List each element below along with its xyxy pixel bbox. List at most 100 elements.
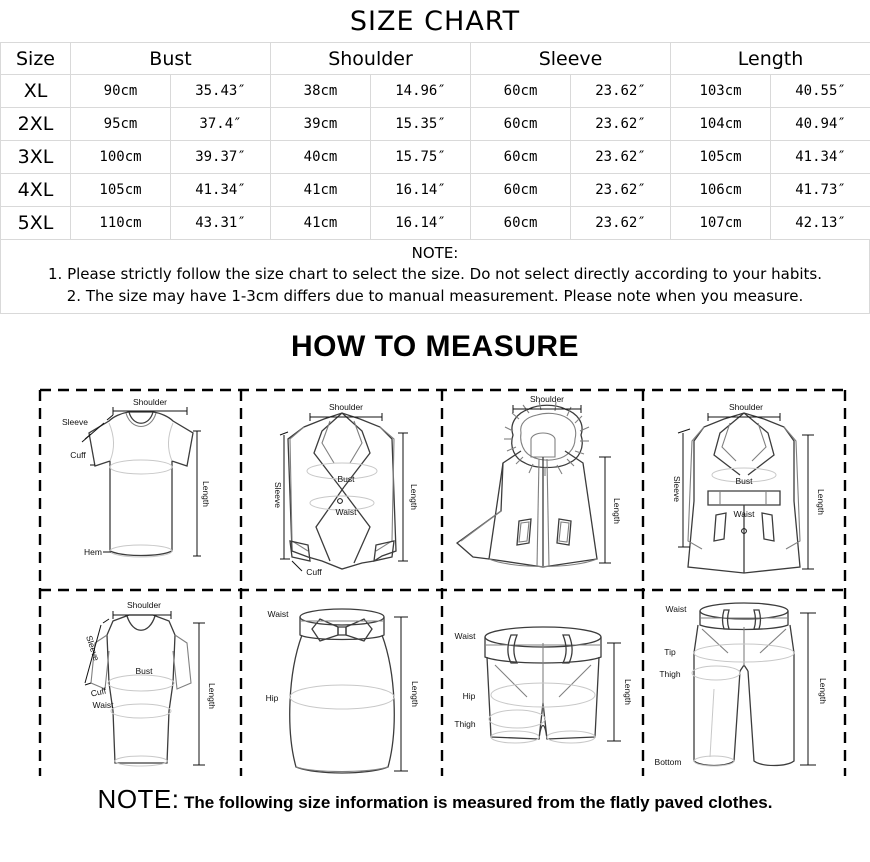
- label-cuff: Cuff: [70, 450, 86, 460]
- label-thigh: Thigh: [454, 719, 476, 729]
- table-header-row: Size Bust Shoulder Sleeve Length: [0, 42, 870, 75]
- bottom-note-label: NOTE:: [97, 784, 180, 814]
- cell-sleeve-cm: 60cm: [470, 107, 572, 141]
- label-sleeve: Sleeve: [672, 476, 682, 502]
- label-hip: Hip: [463, 691, 476, 701]
- note-line-1: 1. Please strictly follow the size chart…: [48, 265, 822, 283]
- cell-bust-cm: 105cm: [70, 173, 171, 207]
- header-size: Size: [0, 42, 71, 75]
- header-length: Length: [670, 42, 870, 75]
- label-shoulder: Shoulder: [133, 397, 167, 407]
- cell-shoulder-in: 16.14″: [369, 206, 472, 240]
- label-length: Length: [816, 489, 826, 515]
- how-to-measure-title: HOW TO MEASURE: [290, 330, 580, 363]
- cell-sleeve-cm: 60cm: [470, 74, 572, 108]
- label-sleeve: Sleeve: [62, 417, 88, 427]
- cell-sleeve-in: 23.62″: [570, 107, 672, 141]
- cell-length-cm: 107cm: [670, 206, 772, 240]
- diagram-parka: Shoulder Length: [443, 391, 643, 591]
- cell-bust-in: 41.34″: [170, 173, 271, 207]
- label-cuff: Cuff: [90, 685, 108, 698]
- cell-length-in: 40.94″: [770, 107, 870, 141]
- label-thigh: Thigh: [659, 669, 681, 679]
- cell-length-cm: 106cm: [670, 173, 772, 207]
- cell-bust-in: 37.4″: [170, 107, 271, 141]
- cell-bust-cm: 110cm: [70, 206, 171, 240]
- diagram-dress: Shoulder Length Sleeve Cuff Waist Bust: [41, 591, 241, 791]
- label-length: Length: [818, 678, 828, 704]
- table-row: XL 90cm 35.43″ 38cm 14.96″ 60cm 23.62″ 1…: [0, 74, 870, 108]
- cell-sleeve-cm: 60cm: [470, 206, 572, 240]
- page-title: SIZE CHART: [349, 6, 521, 37]
- cell-size: 4XL: [0, 173, 71, 207]
- label-waist: Waist: [455, 631, 477, 641]
- label-length: Length: [612, 498, 622, 524]
- cell-shoulder-in: 15.75″: [369, 140, 472, 174]
- cell-length-cm: 104cm: [670, 107, 772, 141]
- cell-bust-in: 35.43″: [170, 74, 271, 108]
- dashed-grid-lines: [38, 388, 847, 776]
- cell-sleeve-cm: 60cm: [470, 173, 572, 207]
- label-sleeve: Sleeve: [84, 634, 102, 662]
- cell-size: 3XL: [0, 140, 71, 174]
- label-length: Length: [410, 681, 420, 707]
- cell-shoulder-cm: 38cm: [270, 74, 371, 108]
- table-row: 3XL 100cm 39.37″ 40cm 15.75″ 60cm 23.62″…: [0, 140, 870, 174]
- cell-sleeve-in: 23.62″: [570, 206, 672, 240]
- cell-shoulder-cm: 41cm: [270, 206, 371, 240]
- cell-length-in: 41.34″: [770, 140, 870, 174]
- table-row: 4XL 105cm 41.34″ 41cm 16.14″ 60cm 23.62″…: [0, 173, 870, 207]
- label-waist: Waist: [734, 509, 756, 519]
- cell-shoulder-cm: 40cm: [270, 140, 371, 174]
- cell-bust-cm: 90cm: [70, 74, 171, 108]
- label-waist: Waist: [666, 604, 688, 614]
- cell-shoulder-in: 16.14″: [369, 173, 472, 207]
- diagram-skirt: Length Waist Hip: [242, 591, 442, 791]
- cell-size: 5XL: [0, 206, 71, 240]
- label-shoulder: Shoulder: [127, 600, 161, 610]
- label-cuff: Cuff: [306, 567, 322, 577]
- cell-length-in: 42.13″: [770, 206, 870, 240]
- label-shoulder: Shoulder: [729, 402, 763, 412]
- cell-size: XL: [0, 74, 71, 108]
- label-waist: Waist: [336, 507, 358, 517]
- cell-sleeve-in: 23.62″: [570, 74, 672, 108]
- label-waist: Waist: [268, 609, 290, 619]
- label-shoulder: Shoulder: [329, 402, 363, 412]
- table-row: 5XL 110cm 43.31″ 41cm 16.14″ 60cm 23.62″…: [0, 206, 870, 240]
- diagram-pants: Length Waist Tip Thigh Bottom: [644, 591, 844, 791]
- note-line-2: 2. The size may have 1-3cm differs due t…: [66, 287, 804, 305]
- header-bust: Bust: [70, 42, 271, 75]
- cell-shoulder-in: 15.35″: [369, 107, 472, 141]
- cell-length-in: 40.55″: [770, 74, 870, 108]
- cell-shoulder-cm: 39cm: [270, 107, 371, 141]
- size-chart-table: Size Bust Shoulder Sleeve Length XL 90cm…: [0, 42, 870, 240]
- diagram-shorts: Length Waist Hip Thigh: [443, 591, 643, 791]
- bottom-note: NOTE: The following size information is …: [0, 784, 870, 815]
- cell-length-in: 41.73″: [770, 173, 870, 207]
- cell-size: 2XL: [0, 107, 71, 141]
- note-block: NOTE: 1. Please strictly follow the size…: [0, 240, 870, 314]
- label-length: Length: [623, 679, 633, 705]
- cell-length-cm: 103cm: [670, 74, 772, 108]
- cell-bust-in: 43.31″: [170, 206, 271, 240]
- label-tip: Tip: [664, 647, 676, 657]
- label-sleeve: Sleeve: [273, 482, 283, 508]
- diagram-coat: Shoulder Length Sleeve Bust Waist: [644, 391, 844, 591]
- label-waist: Waist: [93, 700, 115, 710]
- header-shoulder: Shoulder: [269, 42, 472, 75]
- label-bust: Bust: [735, 476, 753, 486]
- label-bust: Bust: [135, 666, 153, 676]
- diagram-tshirt: Shoulder Length Sleeve Cuff Hem: [41, 391, 241, 591]
- cell-shoulder-cm: 41cm: [270, 173, 371, 207]
- diagram-blazer: Shoulder Length Sleeve Bust Waist Cuff: [242, 391, 442, 591]
- label-length: Length: [207, 683, 217, 709]
- measure-diagram-grid: Shoulder Length Sleeve Cuff Hem: [0, 372, 870, 776]
- label-shoulder: Shoulder: [530, 394, 564, 404]
- table-row: 2XL 95cm 37.4″ 39cm 15.35″ 60cm 23.62″ 1…: [0, 107, 870, 141]
- label-length: Length: [201, 481, 211, 507]
- cell-sleeve-in: 23.62″: [570, 140, 672, 174]
- cell-bust-cm: 95cm: [70, 107, 171, 141]
- label-hip: Hip: [266, 693, 279, 703]
